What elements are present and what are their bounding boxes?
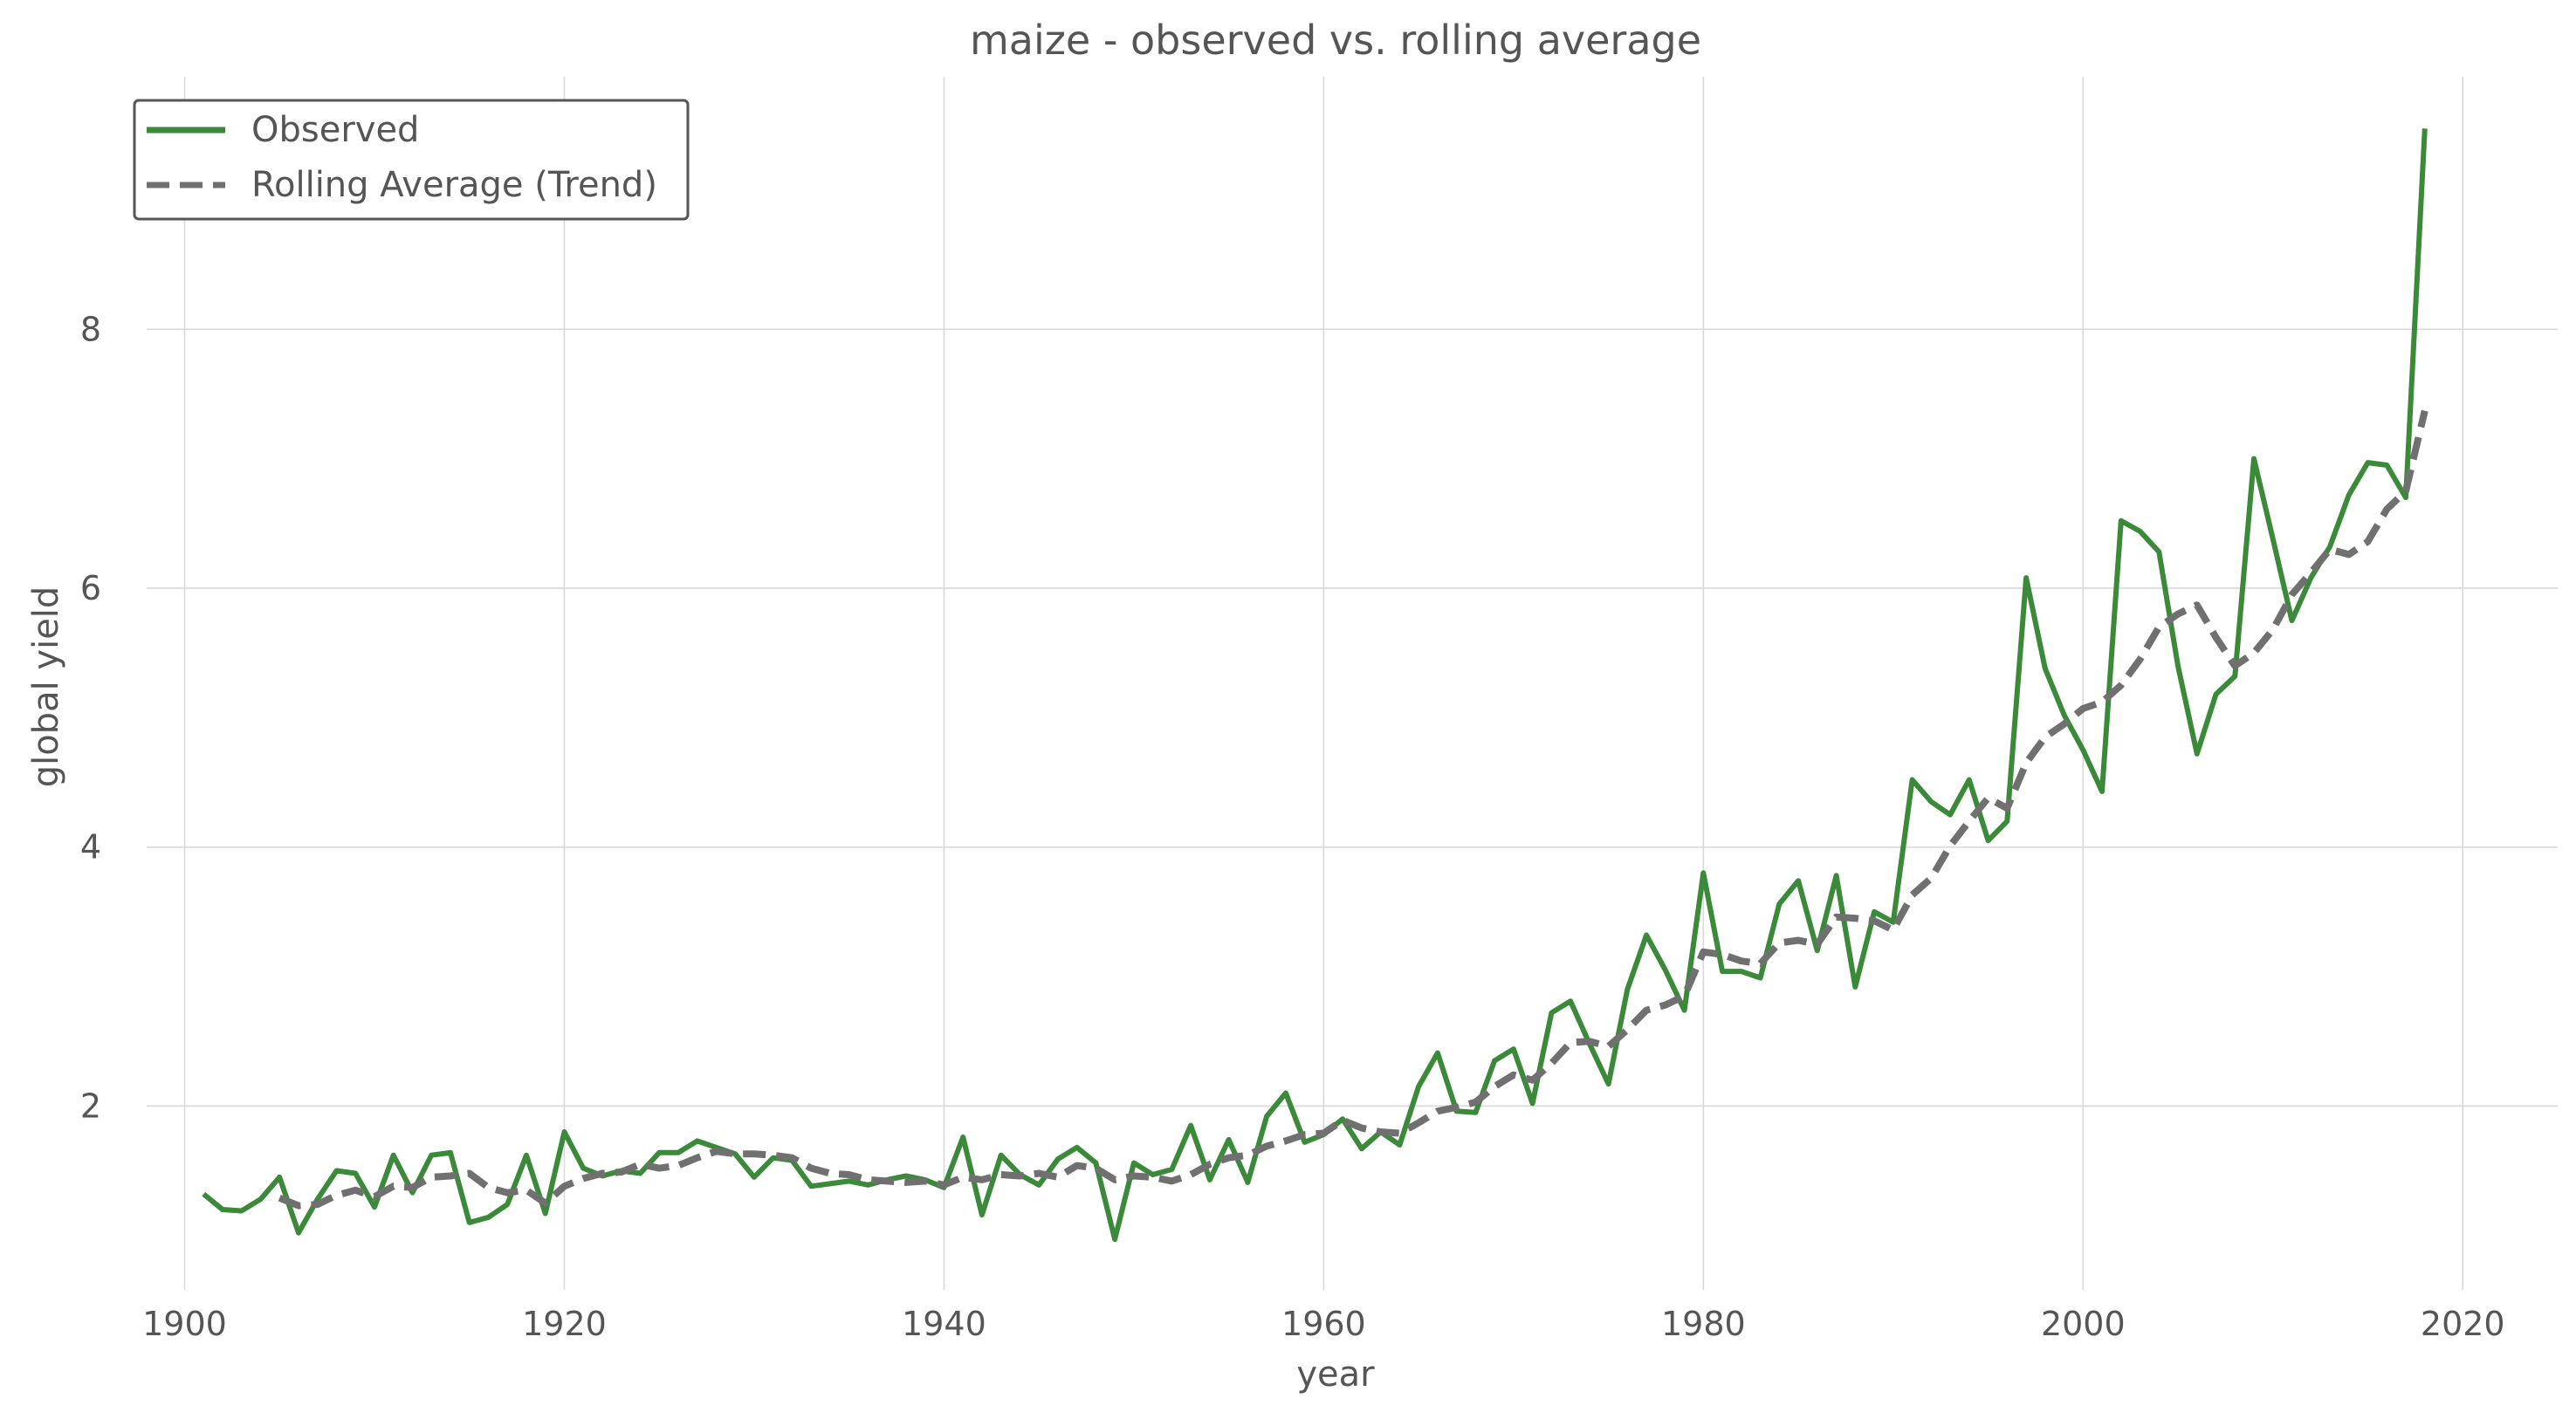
x-tick-label: 1920 bbox=[522, 1305, 607, 1343]
x-tick-label: 2020 bbox=[2421, 1305, 2505, 1343]
grid bbox=[147, 77, 2558, 1290]
x-tick-label: 1960 bbox=[1281, 1305, 1366, 1343]
y-tick-label: 6 bbox=[80, 569, 101, 607]
y-tick-label: 2 bbox=[80, 1087, 101, 1125]
legend-label-rolling-average: Rolling Average (Trend) bbox=[251, 165, 657, 205]
x-tick-label: 1900 bbox=[142, 1305, 227, 1343]
x-tick-label: 2000 bbox=[2041, 1305, 2126, 1343]
tick-labels: 1900 1920 1940 1960 1980 2000 2020 2 4 6 8 bbox=[80, 310, 2505, 1343]
y-axis-label: global yield bbox=[26, 586, 66, 788]
y-tick-label: 4 bbox=[80, 828, 101, 867]
series-layer bbox=[202, 128, 2428, 1243]
chart-title: maize - observed vs. rolling average bbox=[970, 17, 1701, 64]
x-tick-label: 1940 bbox=[902, 1305, 986, 1343]
legend-label-observed: Observed bbox=[251, 110, 419, 150]
legend-box bbox=[133, 99, 690, 221]
series-line-observed bbox=[202, 128, 2428, 1243]
x-axis-label: year bbox=[1296, 1354, 1375, 1395]
legend: Observed Rolling Average (Trend) bbox=[133, 99, 690, 221]
x-tick-label: 1980 bbox=[1661, 1305, 1746, 1343]
series-line-rolling-average bbox=[278, 409, 2428, 1210]
y-tick-label: 8 bbox=[80, 310, 101, 348]
